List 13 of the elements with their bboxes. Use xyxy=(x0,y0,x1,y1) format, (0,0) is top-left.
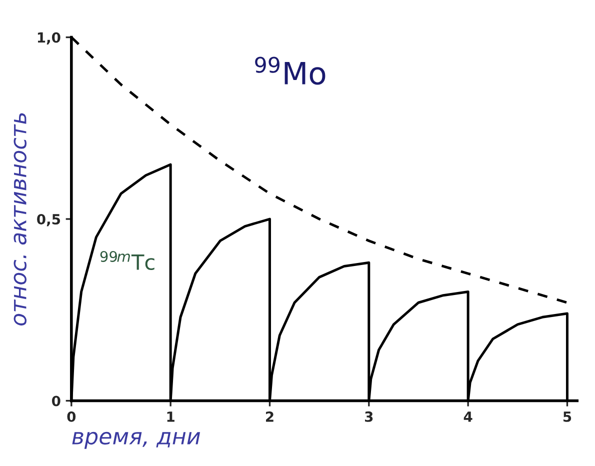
x-tick-label: 0 xyxy=(67,411,76,422)
y-tick-label: 0 xyxy=(52,396,60,406)
x-axis-title: время, дни xyxy=(72,432,200,449)
x-tick-label: 3 xyxy=(364,411,373,422)
x-tick-label: 5 xyxy=(563,412,572,422)
series-label: $^{99m}$Tc xyxy=(100,250,154,270)
y-tick-label: 0,5 xyxy=(37,214,60,226)
text: $^{99}$Mo xyxy=(255,56,326,85)
x-tick-label: 1 xyxy=(167,412,174,422)
y-tick-label: 1,0 xyxy=(38,32,60,45)
x-tick-label: 4 xyxy=(464,412,472,422)
y-axis-title: относ. активность xyxy=(14,113,27,326)
x-tick-label: 2 xyxy=(266,411,274,422)
